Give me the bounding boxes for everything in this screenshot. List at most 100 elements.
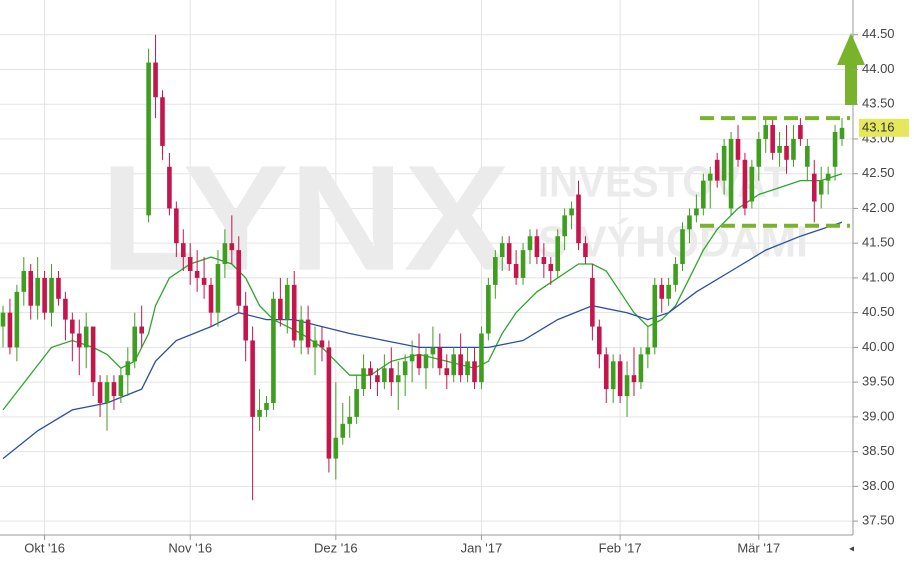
candle-body <box>784 145 789 160</box>
x-tick-label: Jan '17 <box>461 540 503 555</box>
candle-body <box>305 319 311 348</box>
candle-body <box>707 173 713 181</box>
candle-body <box>347 416 352 424</box>
candle-body <box>222 243 228 265</box>
candle-body <box>832 132 838 167</box>
candle-body <box>597 326 602 355</box>
x-tick-label: Mär '17 <box>737 540 780 555</box>
candle-body <box>49 277 54 313</box>
candle-body <box>243 305 248 341</box>
candle-body <box>770 125 775 153</box>
candle-body <box>298 319 304 341</box>
candle-body <box>319 340 325 348</box>
x-tick-label: Dez '16 <box>314 540 358 555</box>
candle-body <box>361 368 366 390</box>
candle-body <box>430 347 436 355</box>
candle-body <box>208 284 214 313</box>
candle-body <box>638 354 644 383</box>
candle-body <box>562 215 567 237</box>
candle-body <box>70 319 75 334</box>
candle-body <box>437 347 443 369</box>
candle-body <box>645 347 651 355</box>
candle-body <box>666 284 671 299</box>
candle-body <box>472 361 477 383</box>
candle-body <box>493 257 498 285</box>
candle-body <box>257 409 262 417</box>
candle-body <box>284 284 290 320</box>
moving-average-line <box>2 221 843 460</box>
candle-body <box>21 270 27 292</box>
candle-body <box>576 194 581 244</box>
candle-body <box>479 333 484 383</box>
candle-body <box>659 284 665 299</box>
candle-body <box>680 229 685 265</box>
y-tick-label: 44.00 <box>862 61 895 76</box>
candle-body <box>312 340 318 348</box>
y-tick-label: 41.50 <box>862 235 895 250</box>
candle-body <box>486 284 491 334</box>
candle-body <box>409 354 415 362</box>
candle-body <box>63 298 68 320</box>
candle-body <box>180 243 186 258</box>
candle-body <box>42 277 47 313</box>
candle-body <box>728 138 734 209</box>
candle-body <box>14 291 20 348</box>
candle-body <box>444 368 450 376</box>
candle-body <box>548 264 554 271</box>
candle-body <box>541 257 547 265</box>
y-tick-label: 37.50 <box>862 513 895 528</box>
candle-body <box>839 127 845 139</box>
candle-body <box>333 437 339 459</box>
candle-body <box>742 159 748 209</box>
candle-body <box>395 375 401 383</box>
candle-body <box>340 423 346 438</box>
candle-body <box>687 215 692 230</box>
candle-body <box>590 277 595 327</box>
candle-body <box>28 270 34 306</box>
candle-body <box>701 180 706 209</box>
candle-body <box>271 298 276 403</box>
candle-body <box>735 138 741 160</box>
candle-body <box>499 243 505 258</box>
x-tick-label: Feb '17 <box>599 540 642 555</box>
candle-body <box>278 298 283 320</box>
candle-body <box>76 333 82 348</box>
candle-body <box>382 368 387 383</box>
candle-body <box>375 375 380 383</box>
last-price-box <box>859 118 909 137</box>
candle-body <box>160 97 165 146</box>
candle-body <box>83 326 89 348</box>
candle-body <box>264 402 269 410</box>
y-tick-label: 40.00 <box>862 339 895 354</box>
candle-body <box>291 284 297 341</box>
candle-body <box>146 62 151 216</box>
candle-body <box>652 284 658 348</box>
candle-body <box>326 347 332 459</box>
candle-body <box>603 354 609 390</box>
candle-body <box>624 375 630 397</box>
candle-body <box>569 208 574 216</box>
up-arrow <box>837 33 865 105</box>
candle-body <box>402 361 408 376</box>
candle-body <box>153 62 158 98</box>
candle-body <box>805 145 810 167</box>
y-tick-label: 42.00 <box>862 200 895 215</box>
candle-body <box>583 243 588 258</box>
candle-body <box>118 375 124 397</box>
candle-body <box>527 236 533 251</box>
candle-body <box>194 270 200 278</box>
candle-body <box>423 354 429 369</box>
y-tick-label: 38.50 <box>862 443 895 458</box>
candle-body <box>749 166 755 202</box>
y-tick-label: 40.50 <box>862 304 895 319</box>
y-tick-label: 44.50 <box>862 26 895 41</box>
candle-body <box>187 257 193 271</box>
candle-body <box>388 368 394 383</box>
y-tick-label: 41.00 <box>862 269 895 284</box>
y-tick-label: 39.50 <box>862 374 895 389</box>
candle-body <box>0 312 6 327</box>
candle-body <box>97 382 103 403</box>
candle-body <box>617 361 623 397</box>
